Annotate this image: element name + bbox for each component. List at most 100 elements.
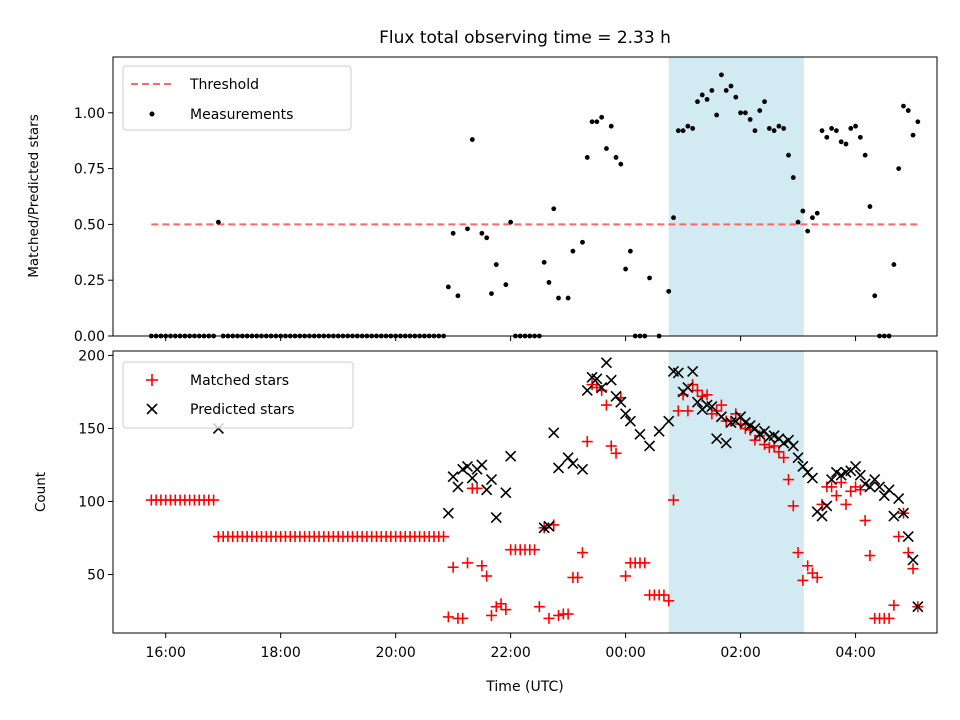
measurements-legend-label: Measurements [190, 107, 293, 123]
top-plot-frame [112, 56, 938, 337]
measurement-point [546, 280, 552, 285]
matched-point [620, 570, 632, 582]
matched-point [462, 557, 474, 569]
predicted-point [672, 367, 684, 379]
predicted-point [452, 481, 464, 493]
measurement-point [790, 175, 796, 180]
predicted-point [821, 500, 833, 512]
matched-legend-label: Matched stars [190, 373, 289, 389]
predicted-point [792, 452, 804, 464]
matched-point [792, 547, 804, 559]
matched-point [826, 481, 838, 493]
measurement-point [810, 215, 815, 221]
bottom-y-tick-label: 50 [87, 568, 105, 584]
predicted-point [687, 365, 699, 378]
bottom-y-axis-label: Count [33, 472, 49, 512]
matched-point [907, 563, 919, 575]
x-tick-label: 20:00 [375, 645, 415, 661]
matched-point [639, 557, 651, 569]
measurement-point [503, 282, 509, 288]
predicted-point [500, 487, 512, 499]
matched-point [481, 570, 493, 582]
measurement-point [647, 275, 652, 281]
measurement-point [541, 259, 547, 265]
matched-point [208, 494, 220, 506]
measurement-point [862, 152, 868, 158]
predicted-point [600, 357, 613, 369]
measurement-point [891, 262, 897, 267]
matched-point [553, 609, 565, 621]
predicted-point [902, 530, 914, 543]
x-tick-label: 04:00 [835, 645, 875, 661]
predicted-point [806, 472, 819, 484]
count-panel: Count Time (UTC) 50 100 150 200 16:00 18:00 20… [33, 348, 938, 695]
measurement-point [469, 137, 475, 142]
measurement-point [215, 219, 221, 225]
predicted-legend-swatch [146, 403, 158, 415]
measurement-point [819, 128, 825, 134]
top-y-tick-label: 0.50 [74, 217, 105, 233]
measurement-point [556, 295, 561, 301]
matched-point [687, 379, 699, 391]
matched-legend-swatch [146, 374, 158, 386]
matched-point [763, 441, 775, 453]
matched-point [485, 609, 497, 621]
measurement-point [680, 128, 686, 134]
measurement-point [752, 128, 758, 134]
measurement-point [623, 266, 629, 272]
chart-title: Flux total observing time = 2.33 h [379, 28, 671, 48]
matched-point [668, 494, 680, 506]
measurement-point [479, 230, 485, 236]
measurement-point [450, 230, 456, 236]
matched-point [605, 440, 617, 452]
threshold-legend-label: Threshold [189, 77, 259, 93]
measurement-point [766, 126, 772, 131]
x-tick-label: 00:00 [605, 645, 645, 661]
predicted-point [715, 411, 727, 423]
matched-point [447, 561, 459, 573]
predicted-point [653, 425, 665, 437]
measurement-point [857, 134, 863, 140]
matched-point [835, 477, 847, 489]
measurement-point [690, 126, 696, 131]
measurement-point [757, 108, 763, 113]
measurement-point [551, 206, 557, 212]
measurement-point [570, 248, 576, 254]
predicted-point [442, 507, 454, 519]
matched-point [701, 389, 713, 401]
matched-point [495, 598, 507, 610]
top-y-axis-label: Matched/Predicted stars [26, 114, 42, 277]
measurement-point [848, 126, 854, 131]
predicted-point [663, 415, 675, 427]
matched-point [883, 612, 895, 624]
matched-point [562, 608, 574, 620]
matched-point [859, 514, 871, 526]
measurement-point [771, 128, 777, 134]
matched-point [782, 474, 794, 486]
predicted-point [643, 440, 656, 452]
predicted-legend-label: Predicted stars [190, 402, 295, 418]
matched-point [902, 547, 914, 559]
x-tick-label: 02:00 [720, 645, 760, 661]
bottom-legend: Matched stars Predicted stars [122, 361, 354, 429]
predicted-point [591, 373, 603, 385]
measurement-point [747, 117, 753, 122]
measurement-point [867, 204, 873, 209]
ratio-panel: Flux total observing time = 2.33 h Match… [26, 28, 938, 345]
predicted-point [552, 462, 565, 474]
predicted-point [505, 450, 517, 462]
predicted-point [883, 484, 895, 496]
measurement-point [580, 239, 585, 245]
matched-point [672, 405, 684, 417]
measurement-point [843, 141, 849, 147]
matched-point [864, 550, 876, 562]
x-tick-label: 22:00 [490, 645, 530, 661]
measurement-point [671, 215, 676, 221]
matched-point [610, 447, 622, 459]
predicted-point [476, 459, 488, 471]
matched-point [438, 531, 450, 543]
predicted-point [543, 520, 555, 532]
predicted-point [897, 507, 910, 519]
measurements-legend-swatch [149, 111, 155, 117]
